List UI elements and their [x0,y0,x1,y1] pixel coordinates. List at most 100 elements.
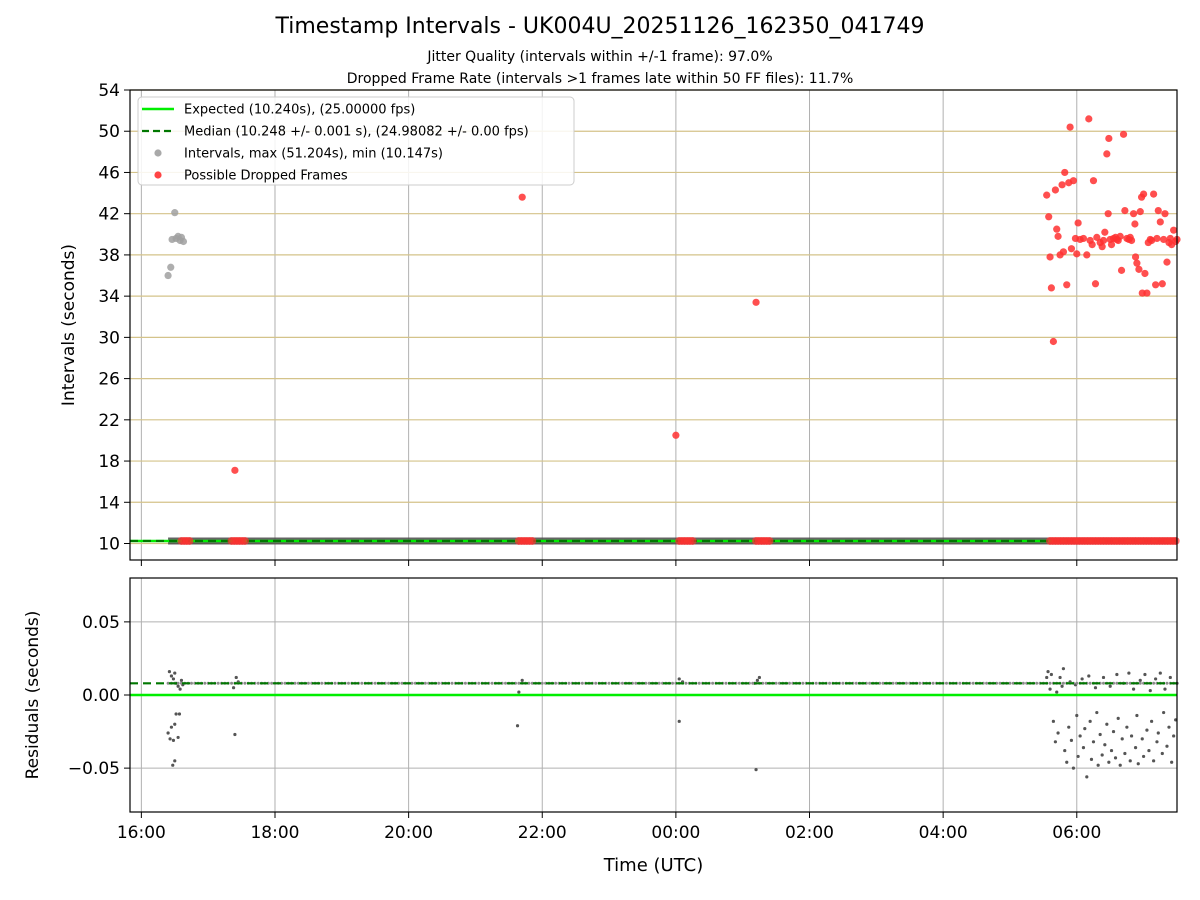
residual-point [166,681,170,685]
residual-point [1107,760,1111,764]
residual-y-tick-label: −0.05 [68,759,120,779]
residual-point [677,677,681,681]
residual-point [1115,672,1119,677]
dropped-frame-point [1047,284,1055,292]
y-tick-label: 14 [98,493,120,513]
legend-box [137,96,575,186]
dropped-frame-point [1133,259,1141,267]
interval-point [171,209,179,217]
y-tick-label: 46 [98,163,120,183]
dropped-frame-point [1101,228,1109,236]
residual-point [1098,732,1102,737]
dropped-frame-point [1136,208,1144,216]
residual-point [1170,760,1174,764]
residual-point [787,681,791,685]
residual-point [320,681,324,685]
residual-point [360,681,364,685]
residual-point [1060,684,1064,688]
interval-point [179,237,188,246]
dropped-frame-point [1161,210,1169,218]
dropped-frame-point [1139,190,1148,198]
dropped-frame-point [1045,213,1053,221]
dropped-frame-point [1171,536,1180,545]
residual-point [171,677,176,681]
residual-point [517,681,521,685]
residual-point [1087,674,1091,678]
dropped-frame-point [185,536,194,545]
residual-point [1045,675,1049,680]
residual-point [1081,746,1086,750]
legend: Expected (10.240s), (25.00000 fps) Median… [137,96,575,186]
residual-point [1128,681,1132,685]
residual-point [594,681,598,685]
residual-point [176,681,180,685]
dropped-frame-point [1154,206,1162,215]
dropped-frame-point [1059,248,1068,256]
residual-point [1141,754,1146,759]
residual-point [620,681,624,685]
legend-label: Median (10.248 +/- 0.001 s), (24.98082 +… [184,125,529,140]
dropped-frame-point [1089,177,1098,185]
residual-point [1147,748,1151,753]
dropped-frame-point [1088,241,1096,249]
chart-subtitle-dropped: Dropped Frame Rate (intervals >1 frames … [346,71,854,87]
residual-point [1123,751,1127,756]
legend-label: Intervals, max (51.204s), min (10.147s) [184,147,443,162]
residual-point [971,681,975,685]
dropped-frame-point [1150,190,1158,198]
residual-point [230,681,234,685]
residual-point [1089,757,1094,761]
dropped-frame-point [1066,123,1074,131]
residual-point [234,675,238,680]
residual-point [580,681,584,685]
residual-point [998,681,1002,685]
x-tick-label: 18:00 [250,823,299,843]
residual-point [841,681,845,685]
residual-point [634,681,638,685]
residual-point [400,681,404,685]
dropped-frame-point [1067,245,1076,253]
dropped-frame-point [1063,281,1071,289]
residual-point [177,712,182,716]
dropped-frame-point [1117,266,1126,274]
residual-point [1138,681,1142,685]
interval-point [167,263,175,271]
residual-point [189,681,193,685]
residual-point [1080,677,1084,681]
residual-point [1152,759,1156,763]
residual-point [1091,740,1096,744]
dropped-frame-point [1085,115,1093,123]
residual-point [423,681,427,685]
residual-point [607,681,611,685]
residual-point [1058,675,1062,680]
dropped-frame-point [1105,134,1113,143]
residual-point [677,719,681,723]
residual-point [1111,729,1116,734]
residual-point [1125,681,1129,685]
dropped-frame-point [1152,281,1160,289]
residual-point [647,681,651,685]
residual-point [203,681,207,685]
dropped-frame-point [1058,181,1066,189]
dropped-frame-point [1103,150,1111,158]
residual-point [477,681,481,685]
y-tick-label: 42 [98,205,120,225]
residual-point [724,681,728,685]
residual-point [256,681,260,685]
residual-point [293,681,297,685]
residual-point [764,681,768,685]
residual-point [1156,731,1160,735]
residual-point [944,681,948,685]
residual-point [1075,713,1079,718]
y-tick-label: 34 [98,287,120,307]
residual-point [1115,681,1119,685]
residual-point [1125,725,1129,729]
residual-point [1138,678,1142,682]
residual-point [346,681,350,685]
residual-point [958,681,962,685]
residual-point [1051,719,1055,723]
dropped-frame-point [1069,177,1078,185]
bottom-y-axis-label: Residuals (seconds) [23,611,43,780]
residual-point [754,767,758,772]
residual-point [1096,763,1100,767]
